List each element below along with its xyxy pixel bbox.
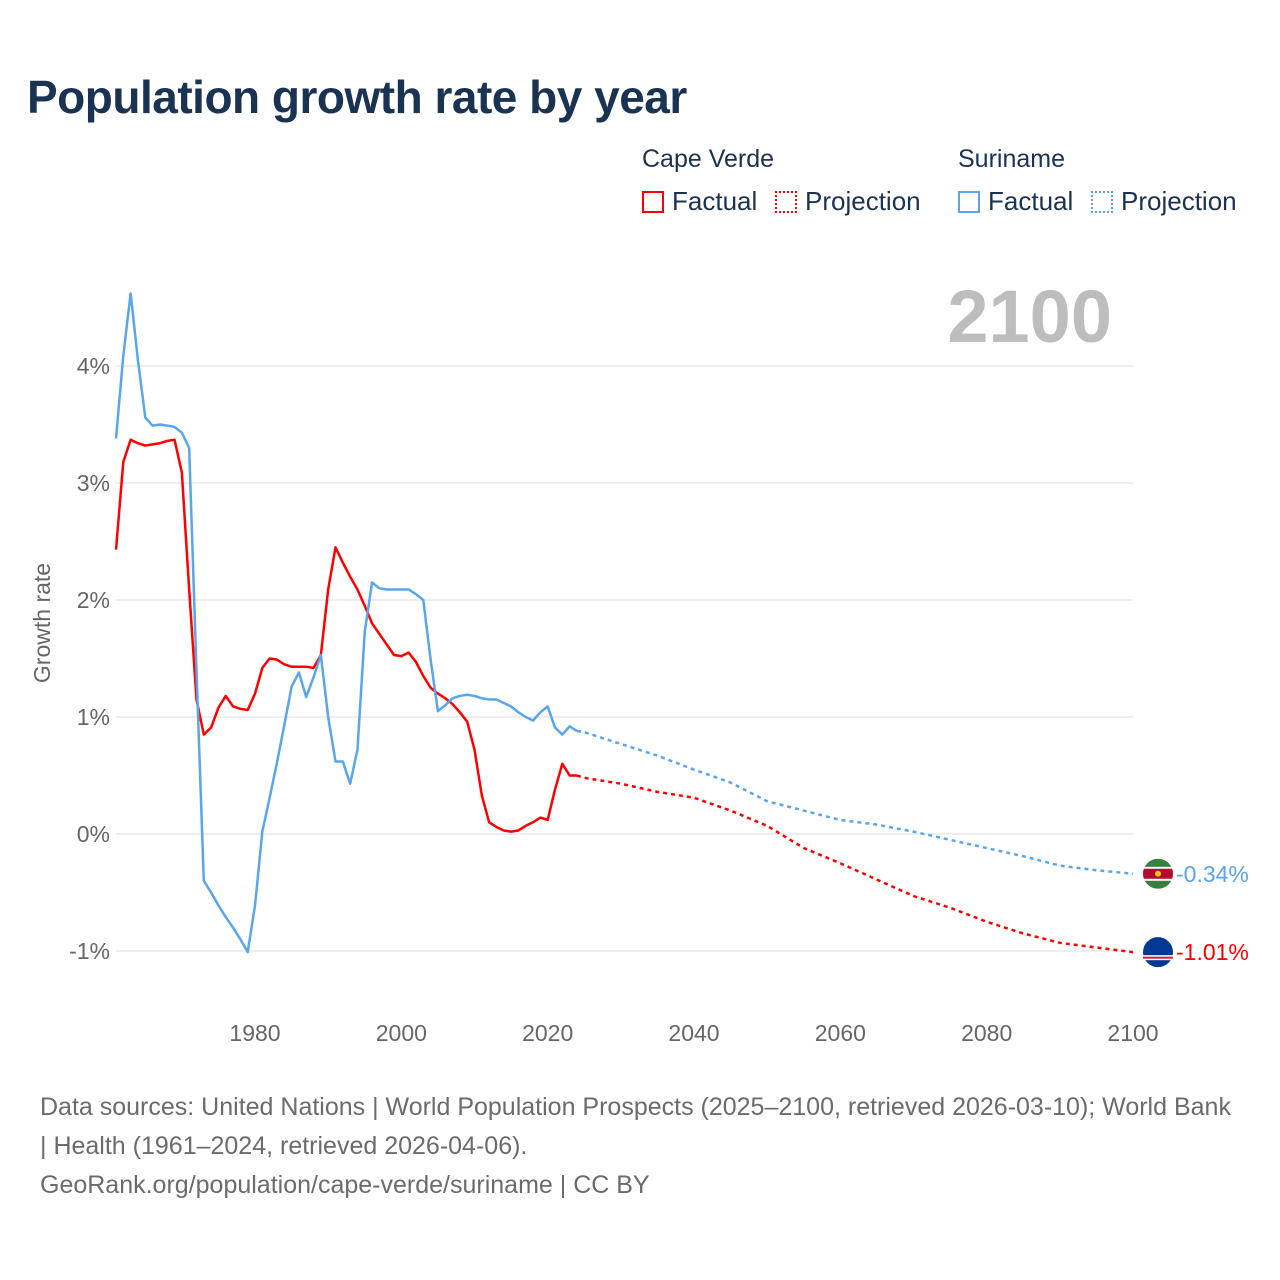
legend-swatch — [1091, 190, 1113, 213]
legend-cape-verde-factual[interactable]: Factual — [642, 186, 757, 217]
y-tick-label: 3% — [77, 470, 110, 496]
legend-group-suriname: Suriname — [958, 145, 1065, 173]
y-tick-label: 1% — [77, 704, 110, 730]
y-axis-label: Growth rate — [29, 563, 55, 683]
legend-group-cape-verde: Cape Verde — [642, 145, 775, 173]
chart-plot: -1% 0% 1% 2% 3% 4% 1980 2000 2020 2040 2060 2080 210… — [29, 275, 1249, 1046]
x-tick-label: 2060 — [815, 1020, 866, 1046]
flag-stripe — [1143, 956, 1173, 959]
data-sources: Data sources: United Nations | World Pop… — [40, 1093, 1231, 1160]
y-tick-label: 4% — [77, 353, 110, 379]
footer: Data sources: United Nations | World Pop… — [40, 1088, 1240, 1205]
legend-suriname-factual[interactable]: Factual — [958, 186, 1073, 217]
legend-suriname-projection[interactable]: Projection — [1091, 186, 1237, 217]
flag-body — [1143, 858, 1173, 889]
current-year-label: 2100 — [947, 275, 1112, 358]
y-tick-label: 0% — [77, 821, 110, 847]
flag-bg — [1143, 937, 1173, 968]
x-tick-label: 2020 — [522, 1020, 573, 1046]
cape-verde-end-label: -1.01% — [1176, 939, 1249, 965]
x-tick-label: 2040 — [668, 1020, 719, 1046]
legend-label: Factual — [672, 186, 758, 216]
suriname-projection-line — [576, 729, 1134, 876]
legend-label: Projection — [1121, 186, 1237, 216]
suriname-factual-line — [114, 292, 578, 954]
legend-swatch — [958, 190, 980, 213]
x-tick-label: 2100 — [1107, 1020, 1158, 1046]
chart-title: Population growth rate by year — [27, 71, 687, 123]
x-tick-label: 2080 — [961, 1020, 1012, 1046]
y-tick-label: -1% — [69, 938, 110, 964]
y-tick-label: 2% — [77, 587, 110, 613]
cape-verde-factual-line — [114, 438, 577, 833]
suriname-end-label: -0.34% — [1176, 861, 1249, 887]
legend-swatch — [642, 190, 664, 213]
legend-swatch — [775, 190, 797, 213]
flag-star — [1155, 870, 1161, 877]
suriname-flag-icon — [1143, 858, 1173, 889]
legend-label: Projection — [805, 186, 921, 216]
x-tick-label: 2000 — [376, 1020, 427, 1046]
source-link[interactable]: GeoRank.org/population/cape-verde/surina… — [40, 1171, 650, 1199]
x-tick-label: 1980 — [229, 1020, 280, 1046]
legend-cape-verde-projection[interactable]: Projection — [775, 186, 921, 217]
cape-verde-projection-line — [576, 774, 1134, 954]
legend-label: Factual — [988, 186, 1074, 216]
cape-verde-flag-icon — [1143, 937, 1173, 968]
